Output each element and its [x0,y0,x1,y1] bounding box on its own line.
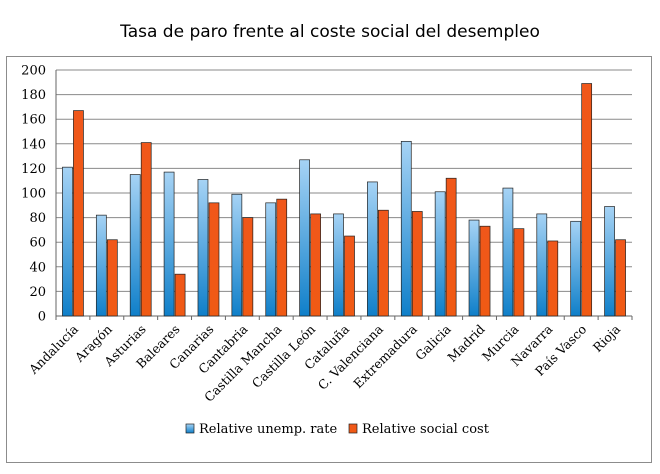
legend-swatch [185,423,195,434]
bar-social-cost [344,235,355,317]
bar-social-cost [73,110,84,317]
y-tick-label: 80 [29,211,46,226]
bar-unemp-rate [299,159,310,317]
bar-social-cost [174,273,186,317]
bar-social-cost [106,239,118,317]
bar-unemp-rate [367,181,378,317]
y-tick-label: 0 [38,310,46,325]
bar-unemp-rate [570,220,582,317]
bar-unemp-rate [197,179,209,317]
bar-social-cost [140,142,152,317]
bar-social-cost [581,83,593,317]
bar-unemp-rate [231,193,243,317]
bar-social-cost [378,209,389,317]
bar-unemp-rate [536,213,548,317]
bar-social-cost [242,217,254,317]
x-category-label: Madrid [444,322,487,365]
bar-social-cost [445,177,457,317]
x-category-label: Andalucía [25,321,81,377]
bar-unemp-rate [333,213,344,317]
bar-social-cost [513,228,525,317]
legend-swatch [348,423,358,434]
bar-social-cost [208,202,220,317]
legend-label: Relative social cost [362,422,490,437]
bar-social-cost [479,225,491,317]
bar-social-cost [310,213,321,317]
chart-frame [6,56,652,463]
bar-unemp-rate [468,219,480,317]
bar-unemp-rate [265,202,277,317]
x-category-label: Rioja [590,321,624,355]
bar-unemp-rate [604,206,615,317]
y-tick-label: 20 [29,285,46,300]
bar-unemp-rate [502,187,514,317]
bar-unemp-rate [129,174,141,317]
y-tick-label: 40 [29,260,46,275]
y-tick-label: 100 [21,187,46,202]
y-tick-label: 200 [21,64,46,79]
y-tick-label: 120 [21,162,46,177]
bar-social-cost [615,239,626,317]
bar-unemp-rate [95,214,107,317]
y-tick-label: 60 [29,236,46,251]
bar-social-cost [547,240,559,317]
bar-social-cost [276,198,288,317]
legend-label: Relative unemp. rate [199,422,337,437]
chart-title: Tasa de paro frente al coste social del … [120,22,540,42]
y-tick-label: 140 [21,137,46,152]
bar-unemp-rate [163,171,175,317]
y-tick-label: 160 [21,113,46,128]
bar-unemp-rate [434,191,446,317]
bar-unemp-rate [400,140,412,317]
bar-unemp-rate [62,166,73,317]
y-tick-label: 180 [21,88,46,103]
bar-social-cost [411,211,423,317]
